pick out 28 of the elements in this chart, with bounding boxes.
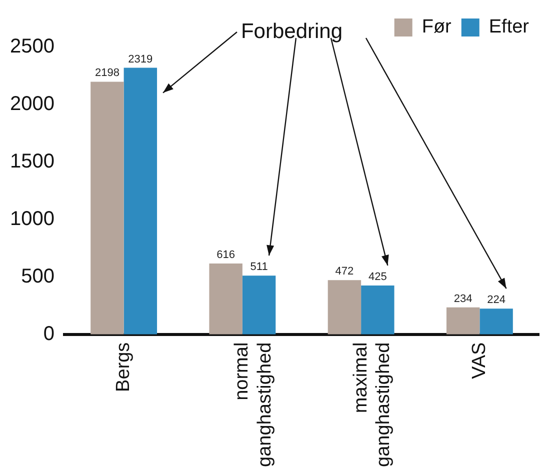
data-label: 224 (487, 294, 506, 306)
data-label: 2319 (128, 53, 153, 66)
bar (361, 285, 394, 334)
x-tick-label: Bergs (113, 342, 134, 392)
legend-label: Før (422, 16, 452, 38)
bar (90, 82, 124, 334)
bar (446, 307, 480, 334)
data-label: 511 (250, 261, 268, 274)
bar (242, 276, 276, 334)
data-label: 2198 (94, 67, 120, 80)
data-label: 425 (368, 271, 387, 284)
y-tick-label: 500 (21, 265, 54, 288)
y-tick-label: 0 (43, 322, 54, 345)
bar (124, 68, 158, 334)
bar (480, 308, 513, 334)
bar (209, 264, 242, 334)
text: Forbedring (240, 20, 343, 43)
y-tick-label: 1000 (10, 208, 54, 230)
x-tick-label: VAS (468, 342, 490, 379)
y-tick-label: 1500 (10, 150, 54, 172)
legend-label: Efter (488, 16, 530, 38)
y-tick-label: 2500 (10, 36, 54, 58)
x-tick-label: normal ganghastighed (232, 342, 276, 468)
data-label: 616 (216, 249, 236, 262)
bar (328, 280, 362, 334)
data-label: 234 (454, 292, 472, 305)
y-tick-label: 2000 (10, 92, 54, 115)
data-label: 472 (335, 266, 354, 278)
